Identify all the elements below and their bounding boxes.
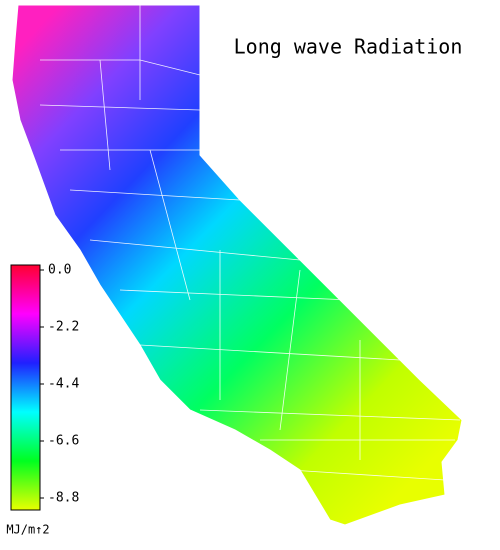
- map-title: Long wave Radiation: [234, 35, 463, 59]
- county-lines: [39, 5, 461, 481]
- colorbar-tick-label: -4.4: [48, 377, 79, 392]
- colorbar-label: MJ/m↑2: [6, 523, 49, 537]
- colorbar-tick-label: -2.2: [48, 320, 79, 335]
- colorbar: [10, 264, 41, 511]
- colorbar-tick-label: -8.8: [48, 491, 79, 506]
- colorbar-tick-label: 0.0: [48, 263, 71, 278]
- colorbar-tick-label: -6.6: [48, 434, 79, 449]
- state-shape: [11, 4, 463, 526]
